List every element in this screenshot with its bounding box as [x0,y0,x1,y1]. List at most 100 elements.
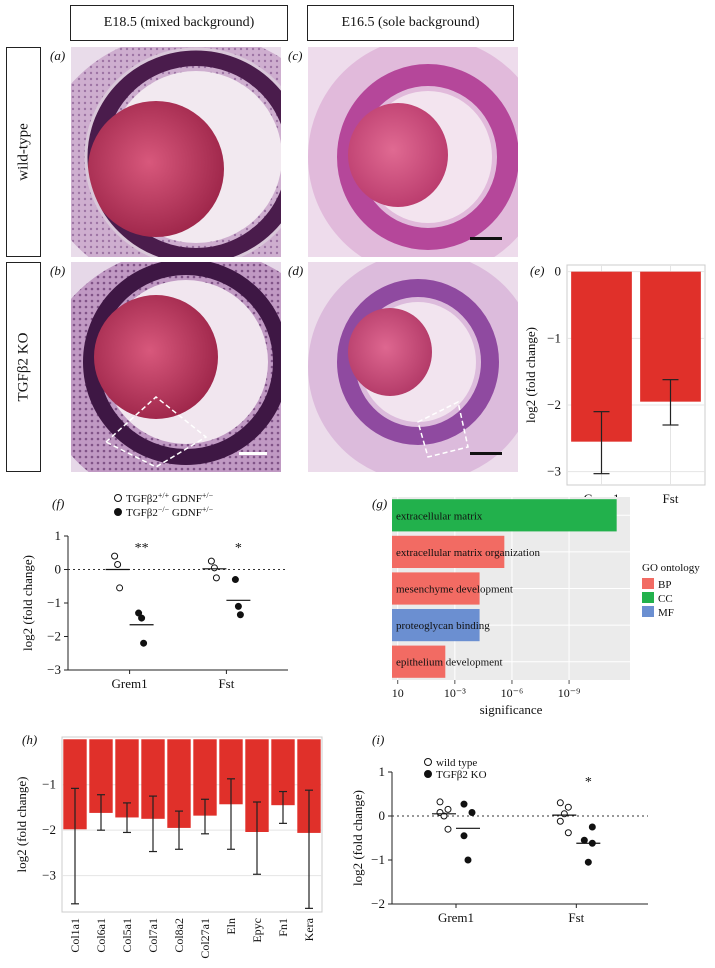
chart-f-ytick-0: 1 [55,528,62,543]
chart-g-legend-swatch-MF [642,606,654,617]
chart-h-ytick-2: −3 [42,868,56,883]
chart-f-point-1-3 [231,576,239,584]
panel-letter-g: (g) [372,496,388,511]
chart-h-bar-Kera [297,739,321,833]
chart-g-xtick-0: 10 [392,686,404,700]
chart-i-legend-label-0: wild type [436,757,477,769]
chart-i-point-0-1 [444,805,452,813]
chart-g-bar-label-1: extracellular matrix organization [396,547,540,559]
chart-e-ytick-2: −2 [547,397,561,412]
chart-i-point-1-3 [464,856,472,864]
chart-f-ylabel: log2 (fold change) [20,555,35,651]
chart-g-legend-title: GO ontology [642,562,700,574]
chart-i-point-1-5 [580,836,588,844]
row-label-ko: TGFβ2 KO [6,262,41,472]
chart-i-ytick-3: −2 [371,896,385,911]
chart-i-point-0-7 [560,810,568,818]
chart-e-ylabel: log2 (fold change) [523,327,538,423]
chart-g-plot-area [392,497,630,680]
chart-h-xtick-Eln: Eln [224,918,238,935]
chart-f-point-1-0 [135,609,143,617]
chart-g-legend-label-CC: CC [658,593,673,605]
chart-h-ytick-0: −1 [42,777,56,792]
panel-letter-e: (e) [530,263,545,278]
panel-letter-i: (i) [372,732,385,747]
chart-g-xtick-1: 10⁻³ [444,686,466,700]
chart-f-ytick-1: 0 [55,562,62,577]
chart-e-ytick-3: −3 [547,464,561,479]
chart-f-legend-label-0: TGFβ2+/+ GDNF+/− [126,491,214,505]
chart-i-legend-marker-0 [424,758,432,766]
micrograph-b [71,262,281,472]
chart-i-point-1-6 [588,839,596,847]
chart-f-point-1-5 [236,611,244,619]
chart-g-bar-2 [392,572,480,605]
chart-i-point-0-3 [440,812,448,820]
row-label-wildtype: wild-type [6,47,41,257]
chart-g-legend-label-MF: MF [658,607,674,619]
row-label-wildtype-text: wild-type [15,123,31,181]
chart-h-xtick-Col1a1: Col1a1 [68,918,82,953]
chart-h-bar-Col8a2 [167,739,191,828]
chart-i-point-0-9 [564,829,572,837]
chart-h-bar-Col6a1 [89,739,113,813]
chart-g-legend-swatch-CC [642,592,654,603]
chart-g-bar-3 [392,608,480,642]
chart-i-ytick-2: −1 [371,852,385,867]
micrograph-c-svg [308,47,518,257]
chart-g-bar-1 [392,535,505,569]
chart-e-xtick-Fst: Fst [663,491,679,506]
chart-i-point-1-2 [460,832,468,840]
chart-i-point-1-1 [468,808,476,816]
chart-i-legend-marker-1 [424,770,432,778]
chart-i-point-0-4 [444,825,452,833]
chart-f-xtick-Grem1: Grem1 [112,676,148,691]
chart-i-point-0-8 [556,817,564,825]
chart-i-point-0-2 [436,808,444,816]
micrograph-d-svg [308,262,518,472]
chart-g-xtick-3: 10⁻⁹ [558,686,581,700]
chart-g-bar-label-4: epithelium development [396,657,503,669]
chart-g-xtick-2: 10⁻⁶ [501,686,524,700]
chart-e-ytick-0: 0 [555,264,562,279]
chart-i-legend-label-1: TGFβ2 KO [436,769,487,781]
chart-e-ytick-1: −1 [547,330,561,345]
chart-h-ylabel: log2 (fold change) [14,776,29,872]
chart-h-ytick-1: −2 [42,822,56,837]
chart-h-xtick-Col8a2: Col8a2 [172,918,186,953]
col-header-e18-text: E18.5 (mixed background) [103,15,255,30]
chart-h-bar-Epyc [245,739,269,832]
chart-f-point-1-4 [234,602,242,610]
chart-i-point-0-0 [436,798,444,806]
chart-h-xtick-Col7a1: Col7a1 [146,918,160,953]
chart-h-bar-Col7a1 [141,739,165,819]
panel-letter-b: (b) [50,263,66,278]
chart-i-point-1-4 [588,823,596,831]
chart-i-significance-1: * [585,775,592,790]
chart-h-xtick-Col6a1: Col6a1 [94,918,108,953]
chart-h-xtick-Col5a1: Col5a1 [120,918,134,953]
chart-f-point-0-5 [212,574,220,582]
chart-i-point-0-5 [556,799,564,807]
chart-f-legend-marker-1 [114,508,122,516]
chart-g-xlabel: significance [480,702,543,717]
panel-letter-c: (c) [288,48,303,63]
chart-h-bar-Eln [219,739,243,805]
micrograph-a-svg [71,47,281,257]
chart-f-point-1-2 [140,639,148,647]
micrograph-a [71,47,281,257]
chart-i-point-1-0 [460,800,468,808]
chart-h-xtick-Kera: Kera [302,917,316,941]
chart-i-ylabel: log2 (fold change) [350,790,365,886]
panel-letter-h: (h) [22,732,38,747]
chart-f-point-0-3 [207,557,215,565]
chart-g-bar-label-3: proteoglycan binding [396,620,490,632]
row-label-ko-text: TGFβ2 KO [15,332,31,402]
col-header-e18: E18.5 (mixed background) [70,5,288,41]
chart-f-point-0-0 [111,552,119,560]
chart-i-point-0-6 [564,803,572,811]
chart-i-xtick-Fst: Fst [568,910,584,925]
chart-i-ytick-0: 1 [379,764,386,779]
col-header-e16: E16.5 (sole background) [307,5,514,41]
chart-f-point-1-1 [138,614,146,622]
